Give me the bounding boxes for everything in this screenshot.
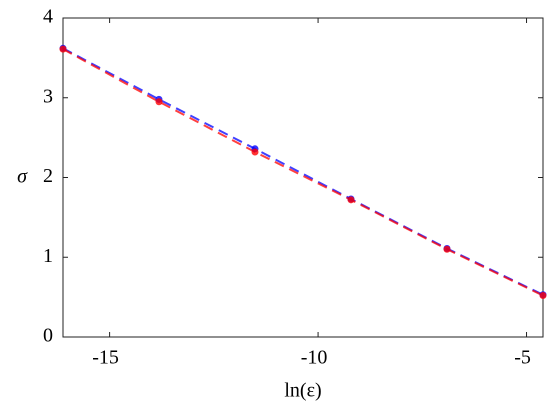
data-point (251, 148, 259, 156)
y-tick-label: 1 (43, 245, 53, 267)
data-point (155, 98, 163, 106)
x-tick-label: -10 (301, 347, 328, 369)
y-axis-label: σ (17, 166, 28, 188)
y-tick-label: 4 (43, 6, 53, 28)
y-tick-label: 0 (43, 325, 53, 347)
x-axis-label: ln(ε) (284, 380, 321, 402)
series-line (62, 47, 544, 296)
plot-frame (62, 17, 544, 338)
data-point (347, 196, 355, 204)
y-tick-label: 2 (43, 165, 53, 187)
x-tick-label: -15 (92, 347, 119, 369)
data-point (539, 292, 547, 300)
y-tick-label: 3 (43, 85, 53, 107)
data-point (59, 45, 67, 53)
x-tick-label: -5 (514, 347, 531, 369)
series-line (62, 48, 544, 297)
data-point (443, 245, 451, 253)
